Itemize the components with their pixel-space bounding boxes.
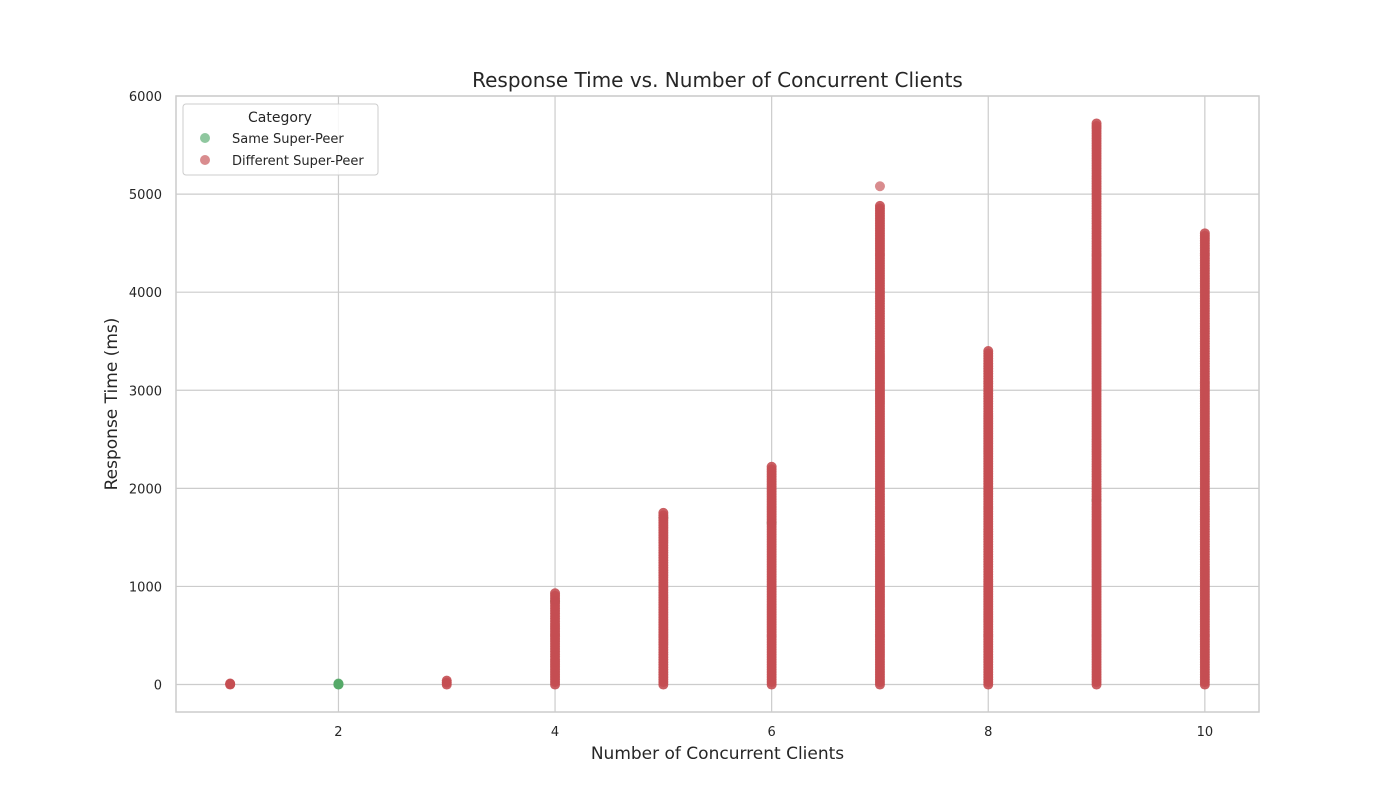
data-point-different-super-peer bbox=[874, 200, 885, 211]
y-tick-label: 0 bbox=[154, 679, 162, 694]
legend-label-different-super-peer: Different Super-Peer bbox=[232, 154, 364, 169]
x-tick-label: 6 bbox=[768, 725, 776, 740]
y-tick-label: 2000 bbox=[129, 482, 162, 497]
y-tick-label: 6000 bbox=[129, 90, 162, 105]
data-point-different-super-peer bbox=[225, 678, 236, 689]
data-point-different-super-peer bbox=[658, 507, 669, 518]
y-tick-label: 3000 bbox=[129, 384, 162, 399]
points-layer bbox=[225, 118, 1210, 690]
legend-marker-same-super-peer bbox=[200, 133, 210, 143]
data-point-different-super-peer bbox=[874, 181, 885, 192]
legend-label-same-super-peer: Same Super-Peer bbox=[232, 132, 344, 147]
plot-frame bbox=[175, 95, 1260, 713]
legend-marker-different-super-peer bbox=[200, 155, 210, 165]
data-point-different-super-peer bbox=[1091, 118, 1102, 129]
data-point-different-super-peer bbox=[441, 675, 452, 686]
legend-title: Category bbox=[248, 110, 312, 126]
tick-layer: 2 4 6 8 10 0 1000 2000 3000 4000 5000 6000 bbox=[129, 90, 1213, 740]
data-point-different-super-peer bbox=[1199, 228, 1210, 239]
data-point-different-super-peer bbox=[550, 588, 561, 599]
data-point-different-super-peer bbox=[983, 346, 994, 357]
legend-box bbox=[182, 103, 379, 176]
y-tick-label: 4000 bbox=[129, 286, 162, 301]
x-tick-label: 2 bbox=[334, 725, 342, 740]
y-tick-label: 5000 bbox=[129, 188, 162, 203]
y-axis-title: Response Time (ms) bbox=[102, 318, 122, 491]
x-axis-title: Number of Concurrent Clients bbox=[591, 744, 844, 764]
chart-title: Response Time vs. Number of Concurrent C… bbox=[472, 68, 963, 92]
data-point-different-super-peer bbox=[766, 461, 777, 472]
data-point-same-super-peer bbox=[333, 679, 344, 690]
x-tick-label: 8 bbox=[984, 725, 992, 740]
y-tick-label: 1000 bbox=[129, 580, 162, 595]
legend: Category Same Super-Peer Different Super… bbox=[182, 103, 379, 176]
x-tick-label: 10 bbox=[1197, 725, 1214, 740]
x-tick-label: 4 bbox=[551, 725, 559, 740]
